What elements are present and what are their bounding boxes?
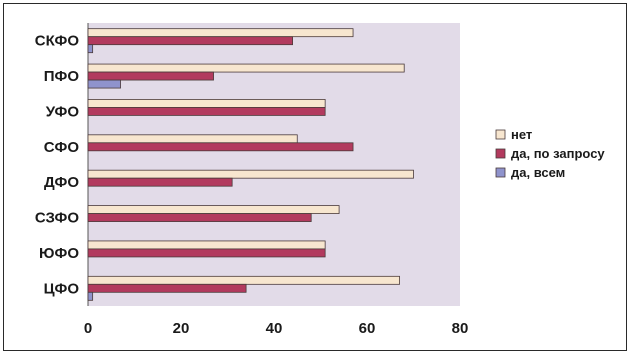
x-tick-label: 40 — [266, 320, 283, 337]
bar-vsem — [87, 291, 94, 301]
category-label: УФО — [46, 103, 80, 120]
bar-net — [87, 240, 326, 250]
x-tick-label: 60 — [359, 320, 376, 337]
category-label: СКФО — [35, 33, 80, 50]
x-tick-labels: 0 20 40 60 80 — [84, 320, 469, 337]
category-label: СЗФО — [35, 210, 79, 227]
category-label: ПФО — [44, 68, 80, 85]
category-label: СФО — [44, 139, 80, 156]
legend-swatch — [495, 167, 506, 178]
bar-net — [87, 63, 405, 73]
bar-po-zaprosu — [87, 248, 326, 258]
x-tick-label: 20 — [173, 320, 190, 337]
bar-net — [87, 28, 354, 38]
legend-label: да, по запросу — [511, 146, 605, 161]
bar-net — [87, 205, 340, 214]
legend-swatch — [495, 129, 506, 140]
bar-po-zaprosu — [87, 213, 312, 222]
bar-net — [87, 275, 400, 285]
legend: нет да, по запросу да, всем — [495, 127, 605, 180]
bar-po-zaprosu — [87, 142, 354, 152]
legend-label: нет — [511, 127, 532, 142]
bar-po-zaprosu — [87, 283, 247, 293]
legend-label: да, всем — [511, 165, 565, 180]
category-label: ЮФО — [39, 245, 79, 262]
category-labels: СКФО ПФО УФО СФО ДФО СЗФО ЮФО ЦФО — [35, 33, 80, 298]
bar-vsem — [87, 79, 121, 89]
bar-po-zaprosu — [87, 177, 233, 187]
bar-po-zaprosu — [87, 36, 294, 46]
category-label: ДФО — [44, 174, 79, 191]
bar-vsem — [87, 44, 94, 54]
bar-po-zaprosu — [87, 107, 326, 116]
bar-net — [87, 134, 298, 144]
category-label: ЦФО — [44, 280, 80, 297]
legend-swatch — [495, 148, 506, 159]
x-tick-label: 0 — [84, 320, 92, 337]
x-tick-label: 80 — [452, 320, 469, 337]
bar-net — [87, 99, 326, 108]
bars-group — [87, 28, 414, 301]
bar-po-zaprosu — [87, 71, 214, 81]
bar-net — [87, 169, 414, 179]
